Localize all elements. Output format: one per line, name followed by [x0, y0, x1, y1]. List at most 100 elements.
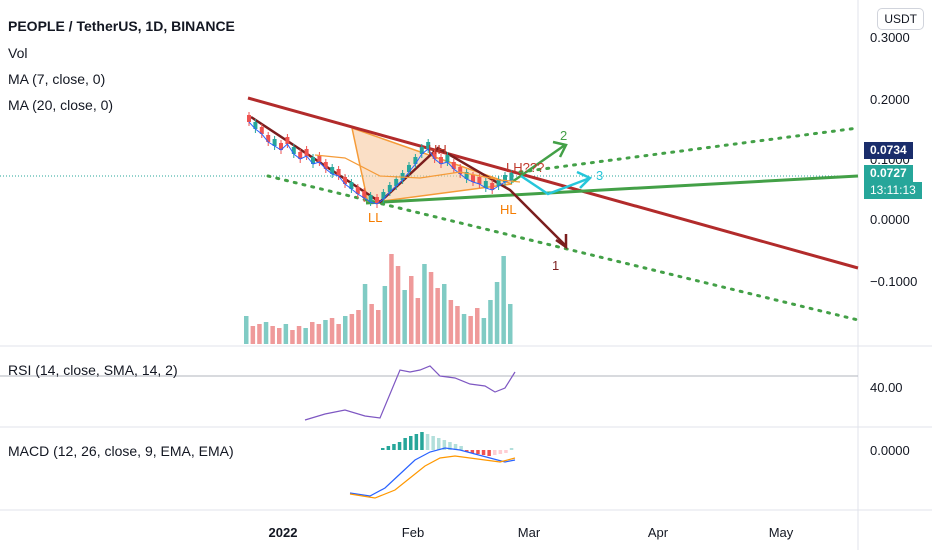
candle-body	[247, 115, 251, 122]
volume-bar	[376, 310, 381, 344]
price-tick-label: 0.2000	[870, 92, 910, 107]
candle-body	[387, 185, 392, 192]
volume-bar	[461, 314, 467, 344]
volume-bar	[290, 330, 295, 344]
candle-body	[496, 179, 501, 186]
lower-channel-line	[266, 174, 860, 322]
price-high-badge: 0.0734	[864, 142, 913, 159]
rsi-tick-label: 40.00	[870, 380, 903, 395]
macd-histogram-bar	[470, 450, 475, 453]
volume-bar	[356, 310, 361, 344]
candle-body	[311, 157, 315, 164]
volume-bar	[283, 324, 289, 344]
candle-body	[426, 142, 431, 149]
volume-bar	[277, 328, 282, 344]
volume-bar	[263, 322, 269, 344]
volume-bar	[435, 288, 440, 344]
candle-body	[375, 197, 379, 204]
volume-bar	[336, 324, 341, 344]
annotation-wave1: 1	[552, 258, 559, 273]
time-tick-label: Feb	[402, 525, 424, 540]
volume-bar	[422, 264, 427, 344]
candle-body	[330, 167, 335, 174]
volume-bar	[409, 276, 414, 344]
macd-histogram-bar	[397, 442, 402, 450]
macd-histogram-bar	[498, 450, 503, 454]
candle-body	[259, 127, 264, 134]
candle-body	[253, 122, 258, 129]
macd-tick-label: 0.0000	[870, 443, 910, 458]
candle-body	[394, 179, 399, 186]
wave2-arrow	[511, 143, 566, 184]
volume-bar	[382, 286, 388, 344]
macd-histogram-bar	[504, 450, 508, 453]
candle-body	[349, 182, 354, 189]
time-tick-label: Mar	[518, 525, 541, 540]
price-tick-label: 0.3000	[870, 30, 910, 45]
candle-body	[368, 195, 373, 202]
volume-bar	[310, 322, 315, 344]
time-tick-label: Apr	[648, 525, 669, 540]
candle-body	[381, 192, 386, 199]
candle-body	[336, 169, 341, 176]
ma20-line	[314, 154, 521, 183]
candle-body	[419, 147, 424, 154]
candle-body	[432, 152, 437, 159]
annotation-lh: LH???	[506, 160, 544, 175]
candle-body	[490, 183, 495, 190]
annotation-wave2: 2	[560, 128, 567, 143]
macd-histogram-bar	[431, 436, 435, 450]
macd-histogram-bar	[442, 440, 447, 450]
candle-body	[400, 173, 405, 180]
macd-histogram-bar	[425, 434, 430, 450]
volume-bar	[323, 320, 328, 344]
candle-body	[451, 162, 456, 169]
time-tick-label: May	[769, 525, 794, 540]
ma7-legend: MA (7, close, 0)	[8, 71, 106, 87]
currency-button[interactable]: USDT	[877, 8, 924, 30]
macd-histogram-bar	[487, 450, 491, 456]
rsi-line	[304, 365, 516, 421]
ma7-line	[248, 121, 512, 205]
volume-bar	[362, 284, 368, 344]
volume-bar	[448, 300, 454, 344]
macd-histogram-bar	[459, 446, 463, 450]
volume-bar	[244, 316, 249, 344]
candle-body	[445, 155, 450, 162]
macd-histogram-bar	[437, 438, 441, 450]
volume-bar	[488, 300, 493, 344]
candle-body	[439, 157, 443, 164]
volume-bar	[296, 326, 302, 344]
candle-body	[304, 149, 309, 156]
candle-body	[355, 187, 360, 194]
candle-body	[279, 143, 283, 150]
volume-bar	[369, 304, 374, 344]
macd-histogram-bar	[420, 432, 424, 450]
volume-bar	[395, 266, 401, 344]
candle-body	[323, 162, 328, 169]
annotation-wave3: 3	[596, 168, 603, 183]
macd-histogram-bar	[409, 436, 413, 450]
candle-body	[471, 175, 475, 182]
macd-signal-line	[349, 455, 516, 499]
volume-bar	[428, 272, 434, 344]
macd-line	[349, 447, 516, 497]
uptrend-line	[365, 174, 859, 205]
candle-body	[407, 165, 411, 172]
candle-body	[285, 137, 290, 144]
candle-body	[266, 135, 271, 142]
macd-histogram-bar	[509, 448, 514, 450]
wave3-arrowhead	[576, 170, 593, 189]
volume-bar	[481, 318, 487, 344]
annotation-ll: LL	[368, 210, 382, 225]
candle-body	[362, 191, 367, 198]
wave2-arrowhead	[552, 140, 568, 158]
macd-histogram-bar	[392, 444, 396, 450]
volume-bar	[329, 318, 335, 344]
volume-bar	[501, 256, 506, 344]
candle-body	[291, 147, 296, 154]
price-tick-label: −0.1000	[870, 274, 917, 289]
macd-histogram-bar	[386, 446, 391, 450]
volume-bar	[303, 328, 308, 344]
